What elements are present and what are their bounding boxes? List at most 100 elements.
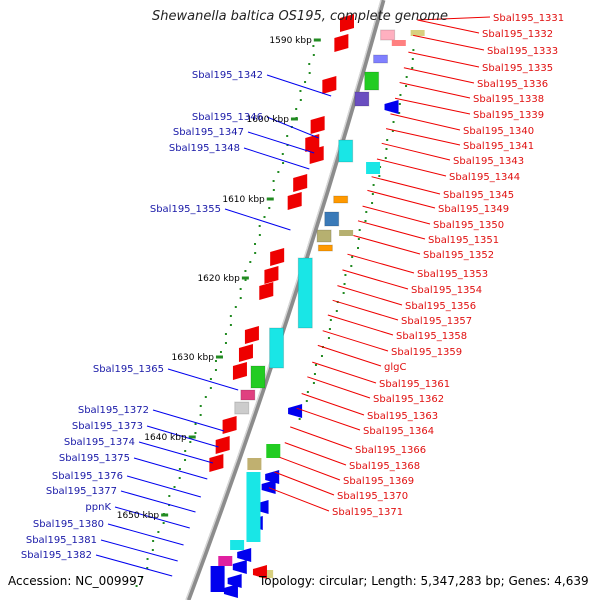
gene-block xyxy=(391,40,406,46)
gc-dot xyxy=(411,67,414,69)
left-gene-label: Sbal195_1381 xyxy=(26,535,97,546)
gc-dot xyxy=(194,432,197,434)
gc-dot xyxy=(254,243,257,245)
label-leader xyxy=(274,471,335,496)
gc-dot xyxy=(229,315,232,317)
gene-block xyxy=(364,71,380,91)
label-leader xyxy=(296,407,361,431)
gc-dot xyxy=(306,391,309,393)
gc-dot xyxy=(244,270,247,272)
right-gene-label: Sbal195_1333 xyxy=(487,46,558,57)
label-leader xyxy=(114,506,190,529)
gc-dot xyxy=(157,531,160,533)
gc-dot xyxy=(314,364,317,366)
right-gene-label: Sbal195_1361 xyxy=(379,379,450,390)
gene-block xyxy=(354,91,370,107)
gene-features xyxy=(209,14,425,598)
gene-block xyxy=(317,244,333,252)
ruler-label: 1640 kbp xyxy=(144,433,187,443)
gc-dot xyxy=(392,121,395,123)
gc-dot xyxy=(371,193,374,195)
gene-arrow xyxy=(223,584,238,598)
gene-arrow xyxy=(339,14,354,32)
gene-arrow xyxy=(270,248,285,266)
right-gene-label: Sbal195_1364 xyxy=(363,426,434,437)
ruler-label: 1610 kbp xyxy=(222,195,265,205)
right-gene-label: Sbal195_1341 xyxy=(463,141,534,152)
gc-dot xyxy=(224,342,227,344)
gc-dot xyxy=(162,522,165,524)
gene-block xyxy=(410,30,425,36)
right-gene-label: Sbal195_1345 xyxy=(443,190,514,201)
right-gene-label: Sbal195_1350 xyxy=(433,220,504,231)
label-leader xyxy=(167,368,239,391)
gc-dot xyxy=(312,382,315,384)
gene-arrow xyxy=(227,574,242,588)
left-gene-label: Sbal195_1380 xyxy=(33,519,104,530)
ruler-label: 1650 kbp xyxy=(117,511,160,521)
label-leader xyxy=(100,539,178,562)
gene-arrow xyxy=(259,282,274,300)
gene-block xyxy=(240,389,256,401)
gc-dot xyxy=(378,175,381,177)
label-leader xyxy=(307,376,371,399)
label-leader xyxy=(417,19,480,34)
gc-dot xyxy=(249,261,252,263)
gc-dot xyxy=(312,54,315,56)
gc-dot xyxy=(398,103,401,105)
label-leader xyxy=(376,158,447,177)
genome-backbone xyxy=(185,0,386,601)
gc-dot xyxy=(272,180,275,182)
gc-dot xyxy=(178,468,181,470)
right-gene-label: Sbal195_1338 xyxy=(473,94,544,105)
ruler-tick xyxy=(188,435,196,439)
right-gene-label: Sbal195_1371 xyxy=(332,507,403,518)
gc-dot xyxy=(405,76,408,78)
ruler-tick xyxy=(313,38,321,42)
gc-dot xyxy=(199,405,202,407)
gene-arrow xyxy=(244,326,259,344)
gene-arrow xyxy=(305,134,320,152)
left-gene-label: Sbal195_1348 xyxy=(169,143,240,154)
right-gene-label: Sbal195_1357 xyxy=(401,316,472,327)
ruler-tick xyxy=(241,276,249,280)
gene-arrow xyxy=(252,565,267,579)
gc-dot xyxy=(229,324,232,326)
gc-dot xyxy=(320,355,323,357)
right-gene-label: Sbal195_1370 xyxy=(337,491,408,502)
gc-dot xyxy=(239,297,242,299)
gene-block xyxy=(234,401,250,415)
gene-block xyxy=(380,29,396,41)
gc-dot xyxy=(308,63,311,65)
label-leader xyxy=(394,97,471,115)
gc-dot xyxy=(184,450,187,452)
gene-block xyxy=(366,162,381,174)
gene-arrow xyxy=(288,404,303,418)
right-gene-label: Sbal195_1335 xyxy=(482,63,553,74)
gene-block xyxy=(333,195,349,204)
ruler-ticks xyxy=(161,38,321,517)
right-gene-label: Sbal195_1359 xyxy=(391,347,462,358)
gene-block xyxy=(297,257,313,329)
right-gene-label: Sbal195_1349 xyxy=(438,204,509,215)
gc-dot xyxy=(298,418,301,420)
gc-dot xyxy=(344,274,347,276)
gc-dot xyxy=(263,216,266,218)
gene-arrow xyxy=(264,266,279,284)
left-gene-label: ppnK xyxy=(85,502,111,513)
gene-arrow xyxy=(293,174,308,192)
gene-block xyxy=(246,472,261,542)
label-leader xyxy=(120,490,196,513)
gc-dot xyxy=(313,373,316,375)
ruler-tick xyxy=(290,117,298,121)
gc-dot xyxy=(365,211,368,213)
label-leader xyxy=(268,487,330,512)
genome-backbone-highlight xyxy=(185,0,382,601)
left-gene-label: Sbal195_1346 xyxy=(192,112,263,123)
gene-arrow xyxy=(261,480,276,494)
topology-text: Topology: circular; Length: 5,347,283 bp… xyxy=(259,574,589,588)
label-leader xyxy=(417,16,491,21)
gene-arrow xyxy=(334,34,349,52)
gene-block xyxy=(324,211,340,227)
label-leader xyxy=(342,269,409,290)
